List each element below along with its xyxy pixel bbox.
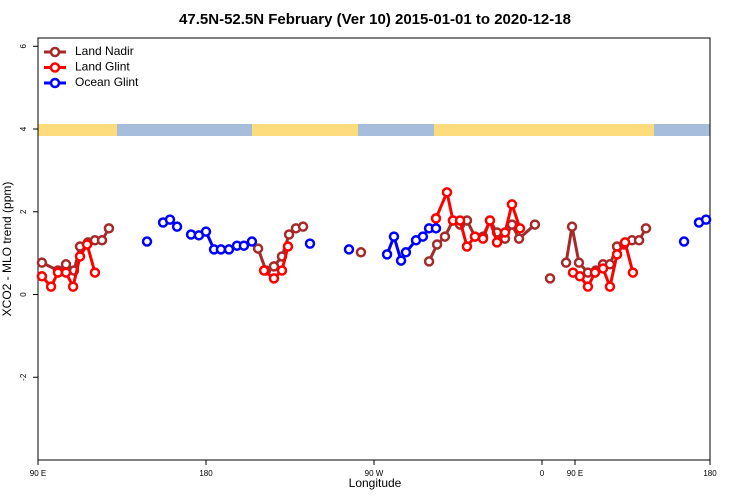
- x-tick-label: 90 W: [365, 469, 384, 478]
- point: [268, 273, 280, 284]
- point: [430, 223, 442, 234]
- point: [60, 267, 72, 278]
- legend-label: Land Glint: [75, 60, 130, 74]
- point: [276, 265, 288, 276]
- x-tick-label: 180: [703, 469, 717, 478]
- point: [597, 263, 609, 274]
- point: [604, 281, 616, 292]
- point: [544, 273, 556, 284]
- y-tick-label: 2: [19, 209, 28, 214]
- land-band: [252, 124, 358, 136]
- plot-frame: [37, 37, 711, 461]
- series-line: [40, 187, 635, 292]
- point: [574, 271, 586, 282]
- point: [223, 244, 235, 255]
- point: [304, 238, 316, 249]
- point: [246, 236, 258, 247]
- point: [430, 213, 442, 224]
- point: [700, 214, 712, 225]
- x-axis-label: Longitude: [349, 476, 402, 490]
- legend-marker: [49, 62, 61, 73]
- y-axis-label: XCO2 - MLO trend (ppm): [0, 182, 14, 317]
- point: [506, 199, 518, 210]
- point: [582, 281, 594, 292]
- y-tick-label: 0: [19, 292, 28, 297]
- point: [200, 226, 212, 237]
- point: [514, 223, 526, 234]
- land-ocean-strip: [38, 124, 710, 136]
- point: [36, 257, 48, 268]
- point: [343, 244, 355, 255]
- point: [81, 239, 93, 250]
- point: [36, 271, 48, 282]
- point: [60, 259, 72, 270]
- legend-marker: [49, 46, 61, 58]
- point: [484, 215, 496, 226]
- point: [477, 233, 489, 244]
- point: [513, 233, 525, 244]
- x-tick-label: 0: [540, 469, 545, 478]
- x-tick-label: 180: [199, 469, 213, 478]
- point: [439, 231, 451, 242]
- point: [96, 235, 108, 246]
- point: [529, 219, 541, 230]
- point: [491, 237, 503, 248]
- point: [74, 251, 86, 262]
- point: [355, 247, 367, 258]
- point: [395, 255, 407, 266]
- point: [258, 265, 270, 276]
- point: [268, 261, 280, 272]
- point: [423, 256, 435, 267]
- point: [45, 281, 57, 292]
- point: [297, 221, 309, 232]
- legend-marker: [49, 77, 61, 89]
- point: [238, 240, 250, 251]
- point: [400, 247, 412, 258]
- point: [640, 223, 652, 234]
- point: [283, 229, 295, 240]
- point: [431, 239, 443, 250]
- point: [560, 257, 572, 268]
- point: [566, 221, 578, 232]
- point: [171, 221, 183, 232]
- land-band: [434, 124, 654, 136]
- point: [678, 236, 690, 247]
- point: [499, 227, 511, 238]
- point: [633, 235, 645, 246]
- chart-title: 47.5N-52.5N February (Ver 10) 2015-01-01…: [179, 11, 571, 28]
- point: [611, 249, 623, 260]
- point: [589, 267, 601, 278]
- point: [103, 223, 115, 234]
- legend-label: Ocean Glint: [75, 75, 139, 89]
- point: [164, 214, 176, 225]
- point: [417, 231, 429, 242]
- legend-label: Land Nadir: [75, 44, 134, 58]
- x-tick-label: 90 E: [567, 469, 583, 478]
- point: [454, 215, 466, 226]
- land-band: [38, 124, 117, 136]
- point: [89, 267, 101, 278]
- point: [469, 231, 481, 242]
- y-tick-label: 4: [19, 126, 28, 131]
- x-tick-label: 90 E: [30, 469, 46, 478]
- point: [619, 237, 631, 248]
- y-tick-label: -2: [19, 373, 28, 381]
- y-tick-label: 6: [19, 44, 28, 49]
- point: [67, 281, 79, 292]
- point: [573, 257, 585, 268]
- point: [627, 267, 639, 278]
- point: [252, 243, 264, 254]
- point: [461, 241, 473, 252]
- point: [388, 231, 400, 242]
- series-line: [41, 217, 648, 275]
- point: [141, 236, 153, 247]
- point: [441, 187, 453, 198]
- point: [282, 241, 294, 252]
- point: [381, 249, 393, 260]
